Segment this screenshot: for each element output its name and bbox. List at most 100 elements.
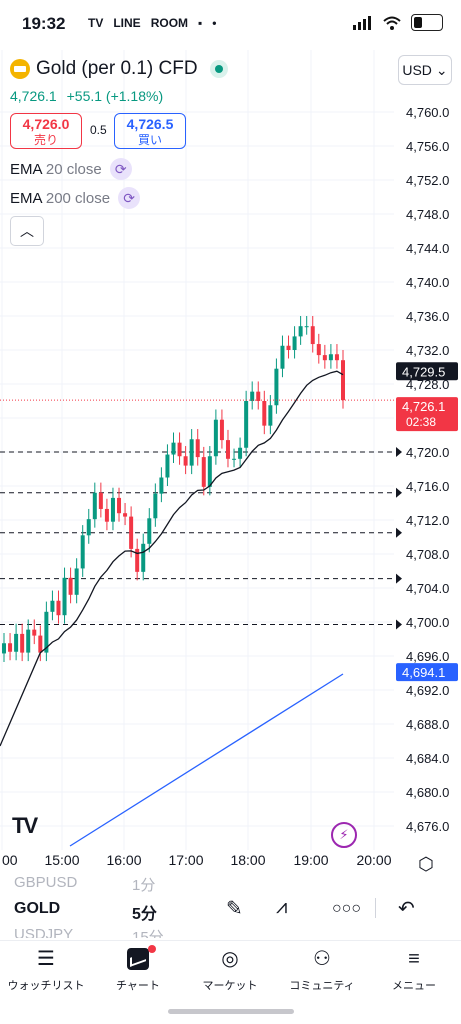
price-chart[interactable]: 4,760.0 4,756.0 4,752.0 4,748.0 4,744.0 4,740… — [0, 50, 461, 876]
y-tick-label: 4,716.0 — [406, 479, 449, 494]
y-tick-label: 4,692.0 — [406, 683, 449, 698]
last-price: 4,726.1 — [10, 88, 57, 104]
x-tick-label: 00 — [2, 852, 18, 868]
candle-body — [219, 419, 224, 441]
candle-body — [341, 360, 345, 401]
symbol-name[interactable]: Gold (per 0.1) CFD — [36, 58, 198, 79]
indicator-params: 200 close — [45, 189, 111, 207]
currency-selector[interactable]: USD ⌄ — [398, 55, 452, 85]
axis-price-label-bg — [396, 397, 458, 432]
axis-price-label: 4,729.5 — [402, 364, 445, 379]
nav-chart[interactable]: チャート — [92, 945, 184, 993]
nav-market[interactable]: ◎ マーケット — [184, 945, 276, 993]
picker-row[interactable]: GBPUSD 1分 — [14, 876, 174, 894]
gold-icon — [10, 59, 30, 79]
bottom-navigation: ☰ ウォッチリスト チャート ◎ マーケット ⚇ コミュニティ ≡ メニュー — [0, 940, 461, 1001]
picker-timeframe: 15分 — [132, 929, 164, 938]
candle-body — [135, 548, 140, 572]
drawing-tools-icon[interactable]: ⩘ — [276, 896, 288, 918]
candle-body — [322, 355, 327, 361]
ema20-line — [0, 370, 344, 747]
chart-settings-icon[interactable]: ⬡ — [418, 854, 434, 874]
candle-body — [207, 456, 212, 487]
picker-row-selected[interactable]: GOLD 5分 — [14, 900, 174, 923]
y-tick-label: 4,728.0 — [406, 377, 449, 392]
y-tick-label: 4,744.0 — [406, 241, 449, 256]
candle-body — [298, 326, 303, 337]
collapse-legend-button[interactable]: ︿ — [10, 216, 44, 246]
nav-menu[interactable]: ≡ メニュー — [368, 945, 460, 993]
price-change-row: 4,726.1 +55.1 (+1.18%) — [10, 88, 163, 104]
y-tick-label: 4,700.0 — [406, 615, 449, 630]
indicator-ema-20[interactable]: EMA 20 close ⟳ — [10, 158, 132, 180]
y-tick-label: 4,760.0 — [406, 105, 449, 120]
ema200-line — [69, 673, 344, 847]
sell-button[interactable]: 4,726.0 売り — [10, 113, 82, 149]
candle-body — [328, 354, 333, 361]
buy-label: 買い — [137, 133, 162, 147]
candle-body — [98, 492, 103, 509]
picker-row[interactable]: USDJPY 15分 — [14, 926, 174, 938]
x-tick-label: 18:00 — [230, 852, 265, 868]
candle-body — [141, 543, 146, 572]
nav-label: チャート — [116, 980, 160, 992]
menu-icon: ≡ — [408, 948, 420, 970]
level-marker-icon — [396, 527, 402, 538]
nav-label: マーケット — [202, 980, 258, 992]
lightning-icon[interactable]: ⚡ — [331, 822, 357, 848]
nav-community[interactable]: ⚇ コミュニティ — [276, 945, 368, 993]
candle-body — [20, 633, 25, 653]
nav-label: メニュー — [392, 980, 436, 992]
chevron-down-icon: ⌄ — [435, 61, 448, 78]
indicator-reload-icon[interactable]: ⟳ — [109, 158, 132, 180]
y-tick-label: 4,688.0 — [406, 717, 449, 732]
candle-body — [62, 577, 67, 616]
home-indicator — [168, 1009, 294, 1014]
symbol-timeframe-picker[interactable]: GBPUSD 1分 GOLD 5分 USDJPY 15分 — [14, 876, 174, 938]
candle-body — [310, 326, 315, 345]
level-marker-icon — [396, 573, 402, 584]
candle-body — [238, 447, 243, 459]
level-marker-icon — [396, 447, 402, 457]
candle-body — [129, 516, 134, 549]
undo-icon[interactable]: ↶ — [398, 898, 415, 920]
candle-body — [213, 419, 218, 457]
candle-body — [286, 345, 291, 350]
buy-button[interactable]: 4,726.5 買い — [114, 113, 186, 149]
y-tick-label: 4,720.0 — [406, 445, 449, 460]
candle-body — [165, 454, 170, 478]
candle-body — [86, 519, 91, 536]
x-tick-label: 17:00 — [168, 852, 203, 868]
x-tick-label: 19:00 — [293, 852, 328, 868]
x-tick-label: 15:00 — [44, 852, 79, 868]
candle-body — [171, 442, 176, 455]
candle-body — [110, 497, 115, 522]
candle-body — [104, 508, 109, 522]
candle-body — [334, 354, 339, 361]
indicator-name: EMA — [10, 160, 42, 178]
status-right — [353, 14, 443, 31]
y-tick-label: 4,732.0 — [406, 343, 449, 358]
line-notification-icon: LINE — [113, 16, 141, 30]
candle-body — [256, 391, 261, 401]
candle-body — [123, 513, 128, 517]
more-notifications-icon: • — [212, 16, 217, 30]
candle-body — [32, 629, 37, 636]
indicator-reload-icon[interactable]: ⟳ — [118, 187, 141, 209]
y-tick-label: 4,704.0 — [406, 581, 449, 596]
candle-body — [26, 629, 31, 653]
candle-body — [56, 600, 61, 616]
axis-price-label: 4,694.1 — [402, 665, 445, 680]
y-tick-label: 4,752.0 — [406, 173, 449, 188]
nav-watchlist[interactable]: ☰ ウォッチリスト — [0, 945, 92, 993]
nav-label: ウォッチリスト — [7, 980, 85, 992]
pencil-icon[interactable]: ✎ — [226, 898, 243, 920]
chevron-up-icon: ︿ — [20, 223, 34, 239]
picker-timeframe: 5分 — [132, 906, 157, 923]
candle-body — [316, 344, 321, 356]
indicator-ema-200[interactable]: EMA 200 close ⟳ — [10, 187, 141, 209]
toolbar-divider — [375, 898, 376, 918]
more-icon[interactable]: ○○○ — [332, 900, 361, 917]
symbol-header[interactable]: Gold (per 0.1) CFD — [10, 58, 228, 80]
tradingview-notification-icon: TV — [88, 16, 104, 30]
